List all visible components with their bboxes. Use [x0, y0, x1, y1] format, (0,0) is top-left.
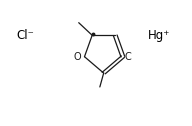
Text: Cl⁻: Cl⁻ [16, 29, 34, 42]
Text: C: C [125, 52, 132, 62]
Text: Hg⁺: Hg⁺ [148, 29, 170, 42]
Text: O: O [73, 52, 81, 62]
